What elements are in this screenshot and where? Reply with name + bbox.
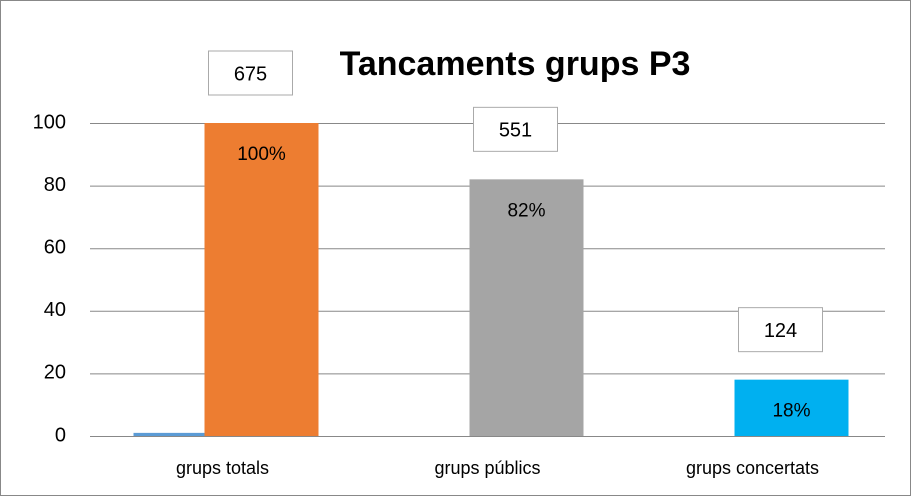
bar: [469, 179, 584, 436]
bar: [734, 379, 849, 436]
annotation-box: [738, 307, 823, 353]
annotation-box: [208, 50, 293, 96]
y-tick-label: 100: [33, 111, 66, 133]
annotation: 551: [499, 120, 532, 142]
x-tick-label: grups públics: [434, 458, 540, 478]
x-tick-label: grups concertats: [686, 458, 819, 478]
bar: [133, 432, 205, 436]
annotation-box: [473, 106, 558, 152]
y-tick-label: 80: [44, 174, 66, 196]
y-tick-label: 20: [44, 362, 66, 384]
chart-title: Tancaments grups P3: [340, 45, 691, 83]
annotation: 675: [234, 63, 267, 85]
data-label: 100%: [237, 144, 286, 165]
y-tick-label: 0: [55, 424, 66, 446]
data-label: 82%: [507, 200, 545, 221]
y-tick-label: 60: [44, 236, 66, 258]
y-tick-label: 40: [44, 299, 66, 321]
annotation: 124: [764, 320, 797, 342]
data-label: 18%: [772, 401, 810, 422]
bar: [204, 123, 319, 436]
x-tick-label: grups totals: [176, 458, 269, 478]
